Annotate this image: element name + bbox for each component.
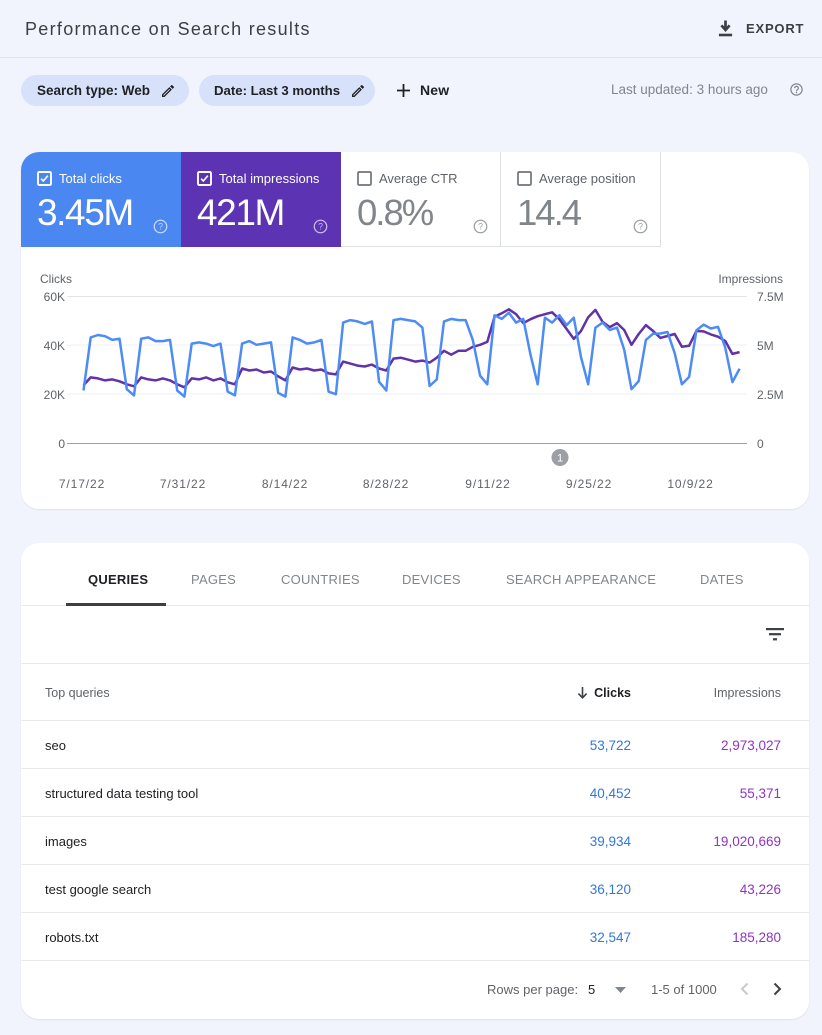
svg-text:?: ? — [478, 222, 483, 232]
svg-text:?: ? — [638, 222, 643, 232]
svg-text:?: ? — [318, 222, 323, 232]
svg-text:1: 1 — [557, 453, 563, 465]
svg-text:?: ? — [158, 222, 163, 232]
